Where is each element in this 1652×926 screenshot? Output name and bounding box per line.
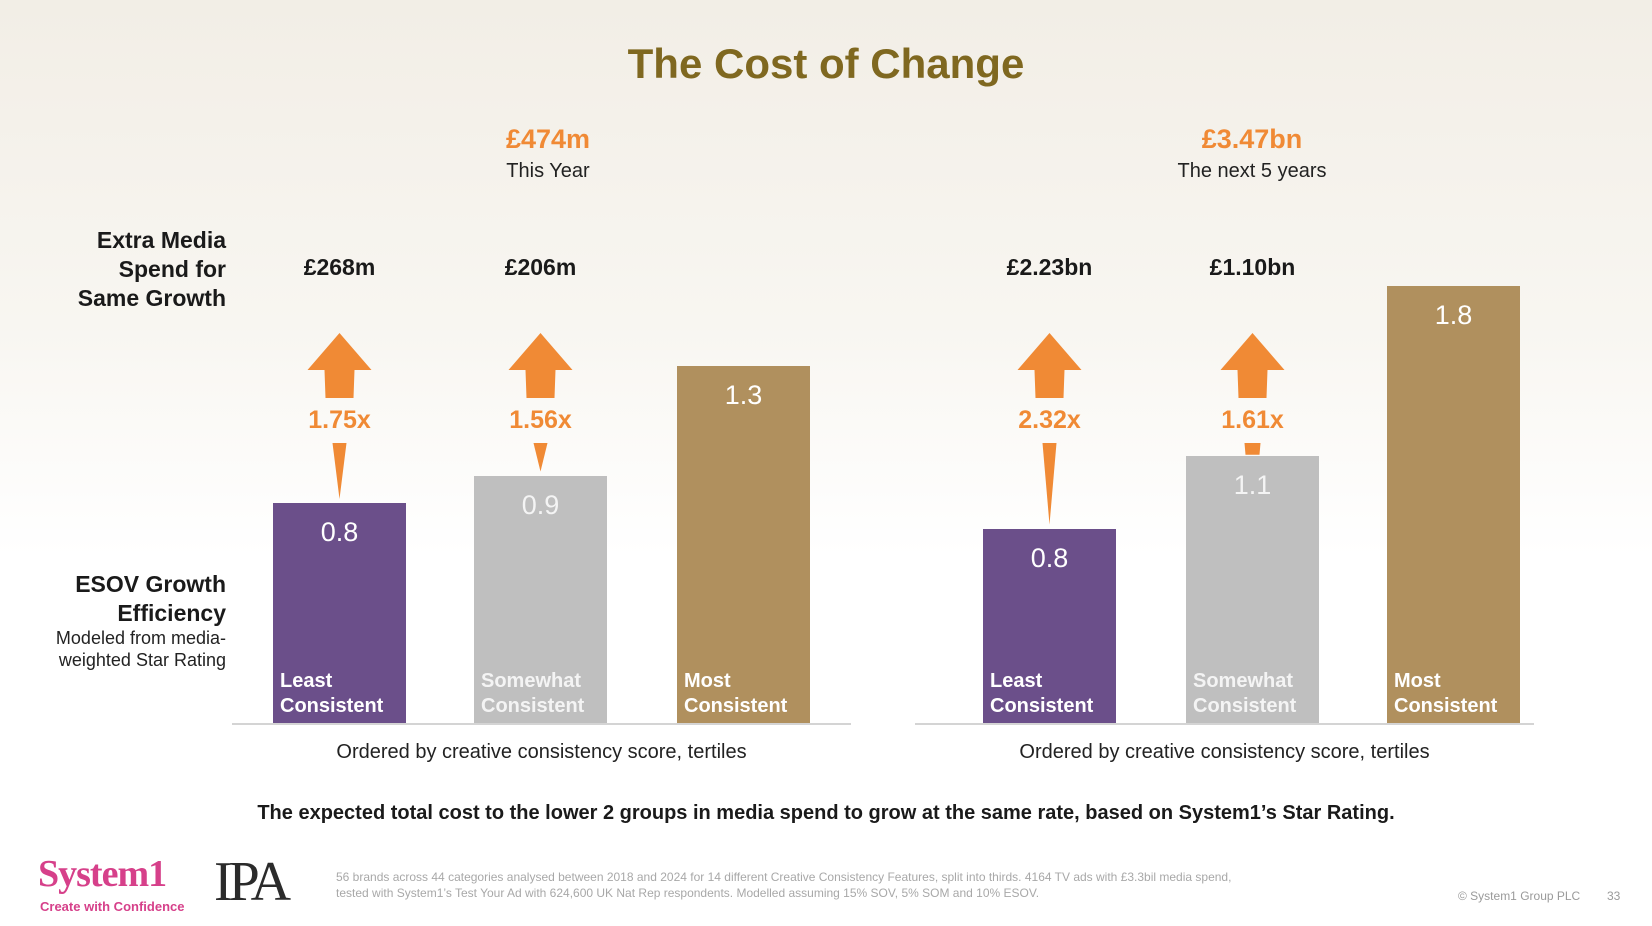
summary-text: The expected total cost to the lower 2 g… [257,802,1395,824]
bar-least-consistent: 0.8 Least Consistent [983,528,1116,723]
bar-category-label: Most Consistent [684,669,787,719]
arrow-up-icon [508,333,573,398]
label-line: Spend for [118,256,226,282]
system1-tagline: Create with Confidence [40,899,185,914]
arrow-stem [1042,443,1057,525]
label-line: Extra Media [96,227,226,253]
bar-category-label: Least Consistent [990,669,1093,719]
extra-spend-value: £206m [504,254,577,280]
chart-period: The next 5 years [1177,160,1327,182]
category-line: Consistent [1193,694,1297,717]
category-line: Somewhat [1193,669,1294,692]
page-number: 33 [1607,889,1621,903]
footnote: 56 brands across 44 categories analysed … [336,869,1336,901]
category-line: Least [280,670,333,692]
arrow-up-icon [1017,333,1082,398]
bar-value-label: 0.9 [521,489,560,520]
category-line: Consistent [990,694,1094,717]
note-line: weighted Star Rating [58,650,226,670]
chart-total: £3.47bn [1201,124,1303,154]
extra-spend-value: £1.10bn [1209,254,1296,280]
extra-spend-row-label: Extra Media Spend for Same Growth [78,226,226,313]
category-line: Most [1394,669,1441,692]
chart-period: This Year [506,160,590,182]
x-axis-label: Ordered by creative consistency score, t… [1019,741,1430,763]
bar-least-consistent: 0.8 Least Consistent [273,503,406,723]
footnote-line: tested with System1’s Test Your Ad with … [336,886,1040,900]
copyright: © System1 Group PLC [1458,889,1581,903]
bar-most-consistent: 1.3 Most Consistent [677,365,810,723]
bar-category-label: Least Consistent [280,669,383,719]
category-line: Consistent [1394,694,1498,717]
multiplier-label: 1.61x [1221,406,1284,434]
bar-most-consistent: 1.8 Most Consistent [1387,285,1520,723]
multiplier-label: 1.56x [509,406,572,434]
bar-value-label: 1.3 [724,379,763,410]
esov-row-label: ESOV Growth Efficiency [75,570,226,628]
page-title: The Cost of Change [627,40,1025,87]
category-line: Somewhat [481,670,582,692]
bar-value-label: 0.8 [320,517,359,547]
extra-spend-value: £2.23bn [1006,254,1093,280]
multiplier-label: 2.32x [1018,406,1081,434]
label-line: ESOV Growth [75,571,226,597]
ipa-logo: IPA [214,851,291,913]
label-line: Efficiency [117,600,226,626]
category-line: Consistent [684,695,788,717]
note-line: Modeled from media- [55,628,226,648]
system1-logo: System1 [38,853,167,895]
category-line: Consistent [280,695,384,717]
arrow-up-icon [1220,333,1285,398]
arrow-up-icon [307,333,372,398]
bar-value-label: 0.8 [1030,542,1069,573]
chart-total: £474m [505,124,591,154]
multiplier-label: 1.75x [308,406,371,434]
chart-baseline [915,723,1534,725]
bar-value-label: 1.8 [1434,299,1473,330]
arrow-stem [533,443,548,472]
bar-somewhat-consistent: 1.1 Somewhat Consistent [1186,455,1319,723]
bar-category-label: Most Consistent [1394,669,1497,719]
esov-row-note: Modeled from media- weighted Star Rating [56,627,226,671]
chart-baseline [232,723,851,725]
label-line: Same Growth [77,285,226,311]
arrow-stem [1244,443,1261,455]
bar-category-label: Somewhat Consistent [481,669,584,719]
bar-somewhat-consistent: 0.9 Somewhat Consistent [474,475,607,723]
category-line: Most [684,670,731,692]
footnote-line: 56 brands across 44 categories analysed … [336,870,1232,884]
arrow-stem [332,443,347,499]
x-axis-label: Ordered by creative consistency score, t… [336,741,747,763]
category-line: Least [990,669,1043,692]
bar-value-label: 1.1 [1233,469,1272,500]
category-line: Consistent [481,695,585,717]
bar-category-label: Somewhat Consistent [1193,669,1296,719]
extra-spend-value: £268m [303,254,376,280]
